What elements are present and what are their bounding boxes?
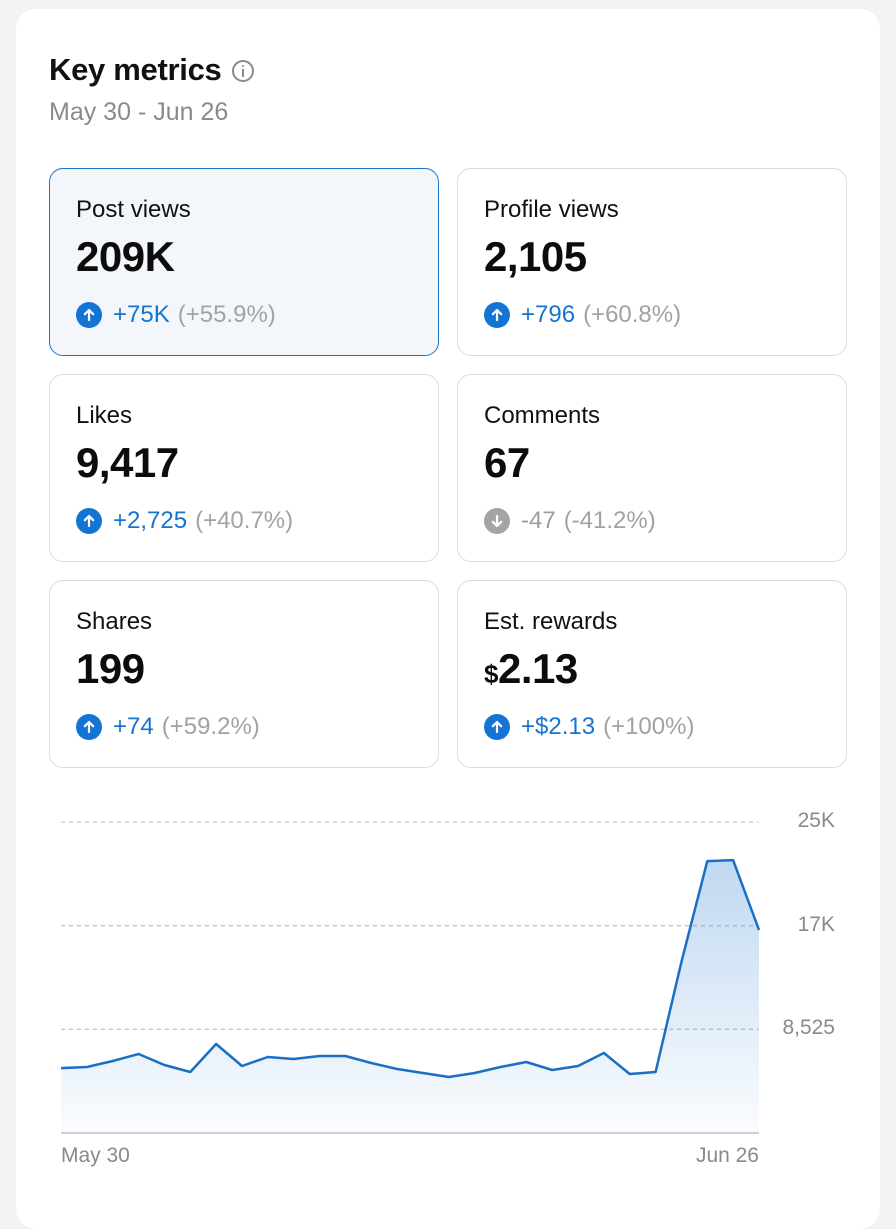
area-fill xyxy=(61,860,759,1133)
metric-number: 199 xyxy=(76,645,145,692)
metric-label: Comments xyxy=(484,402,601,429)
metric-change: +$2.13 (+100%) xyxy=(484,713,694,741)
change-absolute: +2,725 xyxy=(113,507,188,534)
metric-number: 67 xyxy=(484,439,530,486)
metric-value: 2,105 xyxy=(484,233,587,281)
change-percent: (-41.2%) xyxy=(563,507,656,534)
x-tick-label-start: May 30 xyxy=(61,1144,130,1167)
arrow-up-circle-icon xyxy=(76,302,102,328)
change-absolute: -47 xyxy=(521,507,556,534)
post-views-chart[interactable] xyxy=(0,790,896,1190)
change-percent: (+100%) xyxy=(603,713,695,740)
arrow-down-circle-icon xyxy=(484,508,510,534)
metric-card-est-rewards[interactable]: Est. rewards $2.13 +$2.13 (+100%) xyxy=(457,580,847,768)
currency-symbol: $ xyxy=(484,659,498,689)
metric-number: 9,417 xyxy=(76,439,179,486)
metric-card-shares[interactable]: Shares 199 +74 (+59.2%) xyxy=(49,580,439,768)
metric-label: Post views xyxy=(76,196,191,223)
arrow-up-circle-icon xyxy=(76,508,102,534)
y-tick-label: 25K xyxy=(797,809,835,832)
metric-change: +74 (+59.2%) xyxy=(76,713,260,741)
metric-change: -47 (-41.2%) xyxy=(484,507,656,535)
change-percent: (+59.2%) xyxy=(161,713,260,740)
info-icon[interactable] xyxy=(232,60,255,82)
y-tick-label: 17K xyxy=(797,912,835,936)
change-absolute: +74 xyxy=(113,713,154,740)
metric-value: 199 xyxy=(76,645,145,693)
metric-number: 2.13 xyxy=(497,645,578,692)
metric-label: Est. rewards xyxy=(484,608,618,635)
metric-label: Profile views xyxy=(484,196,619,223)
change-absolute: +796 xyxy=(521,301,576,328)
series-line xyxy=(60,858,761,1079)
arrow-up-circle-icon xyxy=(76,714,102,740)
metric-card-comments[interactable]: Comments 67 -47 (-41.2%) xyxy=(457,374,847,562)
metric-value: 209K xyxy=(76,233,175,281)
metric-value: $2.13 xyxy=(484,645,578,693)
arrow-up-circle-icon xyxy=(484,302,510,328)
metric-change: +796 (+60.8%) xyxy=(484,301,681,329)
change-percent: (+40.7%) xyxy=(195,507,294,534)
change-percent: (+55.9%) xyxy=(177,301,276,328)
area-chart xyxy=(60,821,761,1134)
metric-value: 67 xyxy=(484,439,530,487)
metric-number: 2,105 xyxy=(484,233,587,280)
metric-label: Likes xyxy=(76,402,133,429)
metric-number: 209K xyxy=(76,233,175,280)
metric-change: +2,725 (+40.7%) xyxy=(76,507,293,535)
change-percent: (+60.8%) xyxy=(583,301,682,328)
metric-value: 9,417 xyxy=(76,439,179,487)
metric-card-post-views[interactable]: Post views 209K +75K (+55.9%) xyxy=(49,168,439,356)
x-tick-label-end: Jun 26 xyxy=(695,1144,759,1167)
metric-label: Shares xyxy=(76,608,153,635)
y-tick-label: 8,525 xyxy=(782,1016,835,1040)
change-absolute: +75K xyxy=(113,301,170,328)
date-range: May 30 - Jun 26 xyxy=(49,98,229,126)
header: Key metrics xyxy=(49,52,255,88)
metric-change: +75K (+55.9%) xyxy=(76,301,276,329)
page-title: Key metrics xyxy=(49,52,222,87)
metric-card-likes[interactable]: Likes 9,417 +2,725 (+40.7%) xyxy=(49,374,439,562)
arrow-up-circle-icon xyxy=(484,714,510,740)
metric-card-profile-views[interactable]: Profile views 2,105 +796 (+60.8%) xyxy=(457,168,847,356)
change-absolute: +$2.13 xyxy=(521,713,596,740)
